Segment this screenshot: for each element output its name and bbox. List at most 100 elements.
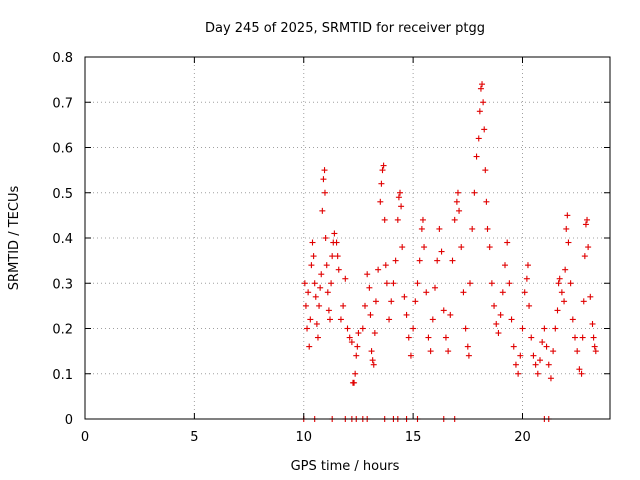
data-point (324, 289, 331, 296)
data-point (467, 280, 473, 287)
data-point (488, 280, 495, 287)
data-point (580, 298, 587, 305)
data-point (524, 262, 531, 269)
data-point (483, 198, 490, 205)
data-point (418, 225, 425, 232)
data-point (480, 99, 487, 106)
data-point (491, 302, 498, 309)
data-point (321, 189, 328, 196)
data-point (419, 216, 426, 223)
data-point (589, 320, 596, 327)
data-point (579, 334, 586, 341)
data-point (477, 85, 484, 92)
data-point (561, 298, 568, 305)
data-point (392, 257, 399, 264)
x-axis-label: GPS time / hours (291, 459, 400, 474)
data-point (510, 343, 517, 350)
data-point (388, 298, 395, 305)
plot-frame (84, 56, 611, 420)
data-point (306, 343, 313, 350)
x-tick-label: 5 (190, 430, 198, 445)
data-point (371, 330, 378, 337)
data-point (403, 311, 410, 318)
data-point (377, 198, 384, 205)
data-point (302, 302, 309, 309)
data-point (427, 348, 434, 355)
data-point (479, 81, 486, 88)
data-point (576, 366, 583, 373)
data-point (421, 244, 428, 251)
data-point (323, 262, 330, 269)
data-point (337, 316, 344, 323)
axis-ticks: 0 5 10 15 20 0 0.1 0.2 0.3 0.4 0.5 0.6 0.7 0.8 (52, 51, 610, 445)
data-point (454, 189, 461, 196)
data-point (397, 189, 403, 196)
data-point (364, 271, 371, 278)
data-point (445, 348, 452, 355)
x-tick-label: 15 (405, 430, 422, 445)
x-tick-label: 0 (81, 430, 89, 445)
data-point (370, 361, 377, 368)
data-points (300, 81, 599, 422)
data-point (523, 275, 530, 282)
data-point (333, 239, 340, 246)
y-axis-label: SRMTID / TECUs (7, 186, 22, 291)
y-tick-label: 0.5 (52, 187, 73, 202)
data-point (482, 167, 489, 174)
data-point (471, 189, 478, 196)
data-point (434, 257, 441, 264)
data-point (438, 248, 445, 255)
data-point (567, 280, 574, 287)
data-point (456, 207, 463, 214)
y-tick-label: 0.7 (52, 96, 73, 111)
data-point (497, 311, 504, 318)
data-point (465, 352, 472, 359)
data-point (399, 244, 406, 251)
data-point (325, 307, 332, 314)
data-point (569, 316, 576, 323)
data-point (512, 361, 519, 368)
data-point (352, 370, 359, 377)
data-point (382, 262, 389, 269)
data-point (558, 289, 565, 296)
data-point (526, 302, 533, 309)
data-point (550, 348, 557, 355)
data-point (564, 212, 571, 219)
y-tick-label: 0.3 (52, 277, 73, 292)
data-point (447, 311, 454, 318)
data-point (395, 194, 402, 201)
data-point (344, 325, 351, 332)
data-point (574, 348, 581, 355)
data-point (475, 135, 482, 142)
data-point (342, 275, 349, 282)
data-point (379, 167, 386, 174)
data-point (355, 330, 362, 337)
data-point (499, 289, 506, 296)
data-point (334, 253, 341, 260)
data-point (423, 289, 430, 296)
data-point (515, 370, 522, 377)
data-point (381, 216, 388, 223)
data-point (414, 280, 421, 287)
data-point (539, 339, 546, 346)
y-tick-label: 0 (65, 413, 73, 428)
data-point (390, 280, 397, 287)
data-point (442, 334, 449, 341)
data-point (436, 225, 443, 232)
data-point (581, 253, 588, 260)
data-point (502, 262, 508, 269)
data-point (578, 370, 585, 377)
data-point (319, 207, 326, 214)
data-point (476, 108, 483, 115)
data-point (362, 302, 368, 309)
data-point (386, 316, 393, 323)
data-point (340, 302, 347, 309)
data-point (375, 266, 382, 273)
data-point (305, 289, 312, 296)
x-tick-label: 10 (295, 430, 312, 445)
data-point (484, 225, 491, 232)
data-point (307, 316, 314, 323)
data-point (308, 262, 315, 269)
data-point (354, 343, 361, 350)
